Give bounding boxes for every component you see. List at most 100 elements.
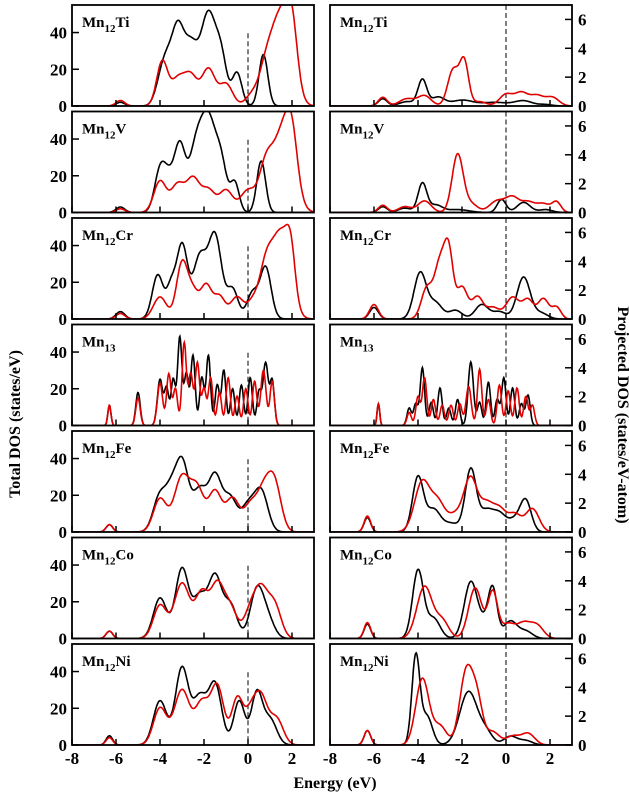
series-black-right-mn13 xyxy=(330,359,572,426)
series-red-left-mn12fe xyxy=(72,470,314,532)
series-black-right-mn12ti xyxy=(330,78,572,106)
y-tick-label: 0 xyxy=(578,310,587,329)
y-tick-label: 6 xyxy=(578,330,587,349)
panel-label: Mn13 xyxy=(82,335,116,355)
panel-frame xyxy=(71,536,315,640)
series-red-right-mn13 xyxy=(330,366,572,426)
y-tick-label: 2 xyxy=(578,707,587,726)
y-tick-label: 6 xyxy=(578,10,587,29)
x-tick-label: 2 xyxy=(546,749,555,768)
y-tick-label: 2 xyxy=(578,601,587,620)
panel-right-mn13: 0 2 4 6 Mn13 xyxy=(329,323,587,436)
panel-label: Mn12Co xyxy=(82,548,134,568)
y-tick-label: 40 xyxy=(50,556,67,575)
y-tick-label: 4 xyxy=(578,252,587,271)
y-tick-label: 6 xyxy=(578,223,587,242)
panel-right-mn12fe: 0 2 4 6 Mn12Fe xyxy=(329,430,587,542)
panel-label: Mn13 xyxy=(340,335,374,355)
series-black-left-mn12fe xyxy=(72,455,314,532)
y-tick-label: 40 xyxy=(50,24,67,43)
y-tick-label: 6 xyxy=(578,117,587,136)
panel-left-mn12v: 0 20 40 Mn12V xyxy=(50,110,315,223)
y-tick-label: 0 xyxy=(578,523,587,542)
series-red-right-mn12ti xyxy=(330,55,572,106)
y-tick-label: 40 xyxy=(50,343,67,362)
y-tick-label: 0 xyxy=(59,417,68,436)
y-tick-label: 0 xyxy=(578,204,587,223)
y-tick-label: 0 xyxy=(59,736,68,755)
y-tick-label: 6 xyxy=(578,649,587,668)
y-tick-label: 6 xyxy=(578,543,587,562)
series-red-left-mn13 xyxy=(72,339,314,426)
panel-frame xyxy=(329,110,573,214)
y-tick-label: 4 xyxy=(578,465,587,484)
series-black-left-mn12co xyxy=(72,566,314,639)
y-tick-label: 40 xyxy=(50,663,67,682)
panel-label: Mn12Co xyxy=(340,548,392,568)
series-black-right-mn12cr xyxy=(330,270,572,319)
panel-frame xyxy=(329,536,573,640)
series-red-left-mn12ti xyxy=(72,5,314,106)
panel-frame xyxy=(71,430,315,533)
series-black-right-mn12fe xyxy=(330,467,572,532)
panel-frame xyxy=(71,110,315,214)
y-tick-label: 4 xyxy=(578,678,587,697)
panel-label: Mn12Cr xyxy=(82,228,133,248)
series-red-left-mn12co xyxy=(72,579,314,639)
series-red-right-mn12co xyxy=(330,585,572,639)
panel-right-mn12co: 0 2 4 6 Mn12Co xyxy=(329,536,587,649)
x-tick-label: -4 xyxy=(153,749,168,768)
y-tick-label: 2 xyxy=(578,175,587,194)
y-tick-label: 20 xyxy=(50,699,67,718)
y-tick-label: 0 xyxy=(59,204,68,223)
x-axis-title: Energy (eV) xyxy=(293,775,376,792)
y-tick-label: 40 xyxy=(50,237,67,256)
panel-frame xyxy=(71,4,315,107)
panel-left-mn12cr: 0 20 40 Mn12Cr xyxy=(50,217,315,329)
y-tick-label: 40 xyxy=(50,130,67,149)
panel-label: Mn12Ni xyxy=(340,654,389,674)
y-tick-label: 0 xyxy=(578,736,587,755)
y-tick-label: 20 xyxy=(50,273,67,292)
y-tick-label: 0 xyxy=(59,523,68,542)
panel-label: Mn12Ni xyxy=(82,654,131,674)
panel-left-mn13: 0 20 40 Mn13 xyxy=(50,323,315,436)
panel-frame xyxy=(329,217,573,320)
y-tick-label: 0 xyxy=(578,97,587,116)
y-tick-label: 2 xyxy=(578,494,587,513)
y-tick-label: 4 xyxy=(578,572,587,591)
x-tick-label: 0 xyxy=(244,749,253,768)
series-red-right-mn12cr xyxy=(330,237,572,319)
series-red-right-mn12fe xyxy=(330,475,572,532)
panel-label: Mn12Ti xyxy=(340,15,387,35)
series-black-left-mn12ni xyxy=(72,665,314,745)
panel-frame xyxy=(329,643,573,746)
x-tick-label: -6 xyxy=(367,749,381,768)
y-tick-label: 20 xyxy=(50,60,67,79)
y-tick-label: 2 xyxy=(578,68,587,87)
panel-left-mn12fe: 0 20 40 Mn12Fe xyxy=(50,430,315,542)
panel-label: Mn12Cr xyxy=(340,228,391,248)
y-tick-label: 4 xyxy=(578,359,587,378)
series-red-left-mn12ni xyxy=(72,682,314,745)
panel-label: Mn12Fe xyxy=(82,441,132,461)
series-black-right-mn12co xyxy=(330,568,572,639)
panel-label: Mn12V xyxy=(82,122,127,142)
series-red-right-mn12ni xyxy=(330,663,572,745)
y-tick-label: 20 xyxy=(50,593,67,612)
panel-left-mn12ni: 0 20 40 -8 -6 -4 -2 0 2 Mn12Ni xyxy=(50,643,315,768)
y-tick-label: 20 xyxy=(50,167,67,186)
y-axis-title-left: Total DOS (states/eV) xyxy=(7,350,24,498)
y-tick-label: 20 xyxy=(50,380,67,399)
panel-frame xyxy=(329,430,573,533)
y-tick-label: 4 xyxy=(578,39,587,58)
panel-frame xyxy=(329,323,573,427)
panel-right-mn12ni: 0 2 4 6 -8 -6 -4 -2 0 2 Mn12Ni xyxy=(323,643,587,768)
panel-frame xyxy=(71,217,315,320)
panel-frame xyxy=(71,323,315,427)
y-tick-label: 40 xyxy=(50,450,67,469)
panel-frame xyxy=(71,643,315,746)
y-tick-label: 2 xyxy=(578,388,587,407)
y-axis-title-right: Projected DOS (states/eV-atom) xyxy=(614,306,629,523)
series-red-left-mn12cr xyxy=(72,223,314,319)
